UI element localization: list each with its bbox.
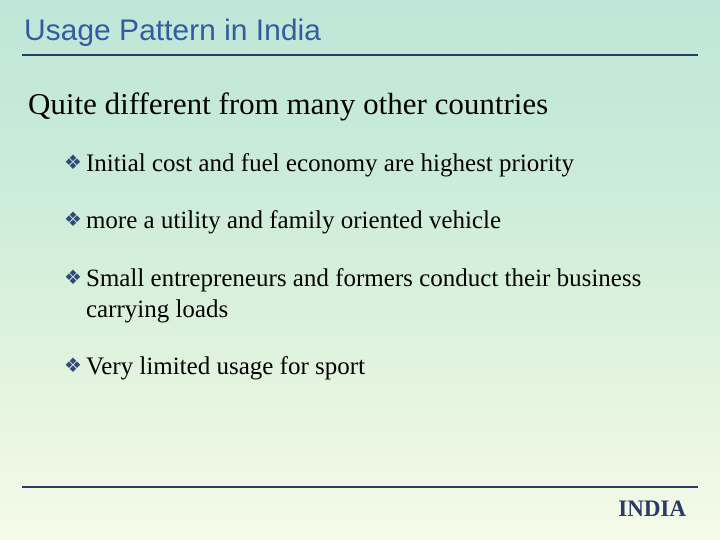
bullet-list: ❖ Initial cost and fuel economy are high… [0, 130, 720, 382]
list-item: ❖ Initial cost and fuel economy are high… [64, 148, 680, 179]
bullet-text: Initial cost and fuel economy are highes… [86, 148, 574, 179]
slide-subtitle: Quite different from many other countrie… [0, 56, 720, 130]
slide-title: Usage Pattern in India [0, 0, 720, 54]
list-item: ❖ more a utility and family oriented veh… [64, 205, 680, 236]
diamond-bullet-icon: ❖ [64, 351, 82, 381]
bullet-text: more a utility and family oriented vehic… [86, 205, 501, 236]
footer-rule [22, 486, 698, 488]
footer-label: INDIA [618, 496, 686, 522]
diamond-bullet-icon: ❖ [64, 205, 82, 235]
bullet-text: Small entrepreneurs and formers conduct … [86, 263, 680, 326]
diamond-bullet-icon: ❖ [64, 148, 82, 178]
diamond-bullet-icon: ❖ [64, 263, 82, 293]
list-item: ❖ Small entrepreneurs and formers conduc… [64, 263, 680, 326]
list-item: ❖ Very limited usage for sport [64, 351, 680, 382]
bullet-text: Very limited usage for sport [86, 351, 365, 382]
